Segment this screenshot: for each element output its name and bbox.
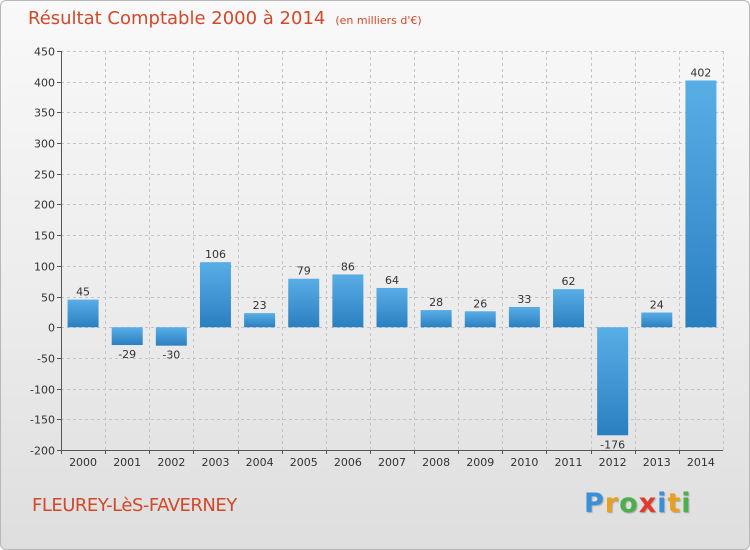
logo-letter: P (584, 488, 605, 519)
x-tick-label: 2011 (555, 456, 583, 469)
y-tick-label: -50 (37, 353, 55, 366)
value-label: 402 (690, 66, 711, 79)
chart-title-text: Résultat Comptable 2000 à 2014 (28, 8, 326, 29)
value-label: -29 (118, 348, 136, 361)
bar-2008 (420, 310, 452, 328)
value-label: 24 (650, 298, 664, 311)
y-tick-label: 50 (41, 292, 55, 305)
data-labels: 45 -29 -30 106 23 79 86 64 28 26 33 62 -176 24 402 (76, 66, 711, 451)
bar-2010 (508, 306, 540, 328)
value-label: 23 (253, 299, 267, 312)
x-tick-label: 2012 (599, 456, 627, 469)
chart-unit-label: (en milliers d'€) (335, 14, 422, 27)
x-tick-label: 2003 (201, 456, 229, 469)
bar-2006 (332, 274, 364, 328)
y-tick-label: -200 (30, 445, 55, 458)
bar-2001 (111, 327, 143, 346)
y-tick-label: -150 (30, 414, 55, 427)
bar-2014 (685, 80, 717, 328)
bar-2004 (244, 313, 276, 328)
logo-letter: r (604, 488, 620, 519)
axes: 450 400 350 300 250 200 150 100 50 0 -50 -100 -150 -2… (30, 46, 723, 469)
value-label: 106 (205, 248, 226, 261)
x-tick-label: 2009 (466, 456, 494, 469)
y-tick-label: 150 (34, 230, 55, 243)
bar-2007 (376, 287, 408, 328)
value-label: 64 (385, 274, 399, 287)
bar-2013 (641, 312, 673, 328)
y-tick-label: 100 (34, 261, 55, 274)
commune-name: FLEUREY-LèS-FAVERNEY (32, 495, 237, 516)
y-tick-label: 350 (34, 107, 55, 120)
x-tick-label: 2008 (422, 456, 450, 469)
x-tick-label: 2000 (69, 456, 97, 469)
x-tick-label: 2007 (378, 456, 406, 469)
value-label: -176 (600, 438, 625, 451)
bar-2009 (464, 311, 496, 328)
logo-letter: i (657, 488, 668, 519)
value-label: 28 (429, 296, 443, 309)
value-label: 45 (76, 286, 90, 299)
x-tick-label: 2002 (157, 456, 185, 469)
bar-2011 (553, 289, 585, 328)
value-label: 26 (473, 297, 487, 310)
value-label: 86 (341, 260, 355, 273)
value-label: 62 (562, 275, 576, 288)
bar-2012 (597, 327, 629, 436)
bar-2003 (199, 262, 231, 328)
y-tick-label: 300 (34, 138, 55, 151)
x-tick-label: 2001 (113, 456, 141, 469)
y-tick-label: 0 (48, 322, 55, 335)
bars (67, 80, 717, 436)
chart-title: Résultat Comptable 2000 à 2014 (en millie… (28, 8, 422, 29)
y-tick-label: 450 (34, 46, 55, 59)
logo-letter: i (681, 488, 692, 519)
x-tick-label: 2010 (510, 456, 538, 469)
x-tick-label: 2005 (290, 456, 318, 469)
x-tick-label: 2004 (246, 456, 274, 469)
proxiti-logo[interactable]: Proxiti (584, 488, 692, 519)
logo-letter: o (619, 488, 639, 519)
bar-2000 (67, 299, 99, 328)
x-tick-label: 2013 (643, 456, 671, 469)
value-label: 33 (517, 293, 531, 306)
logo-letter: x (638, 488, 658, 519)
x-tick-label: 2006 (334, 456, 362, 469)
y-tick-label: 400 (34, 77, 55, 90)
bar-2005 (288, 278, 320, 328)
x-tick-label: 2014 (687, 456, 715, 469)
y-tick-label: 200 (34, 199, 55, 212)
bar-2002 (155, 327, 187, 346)
value-label: 79 (297, 265, 311, 278)
y-tick-label: 250 (34, 169, 55, 182)
value-label: -30 (162, 349, 180, 362)
logo-letter: t (667, 488, 682, 519)
y-tick-label: -100 (30, 384, 55, 397)
